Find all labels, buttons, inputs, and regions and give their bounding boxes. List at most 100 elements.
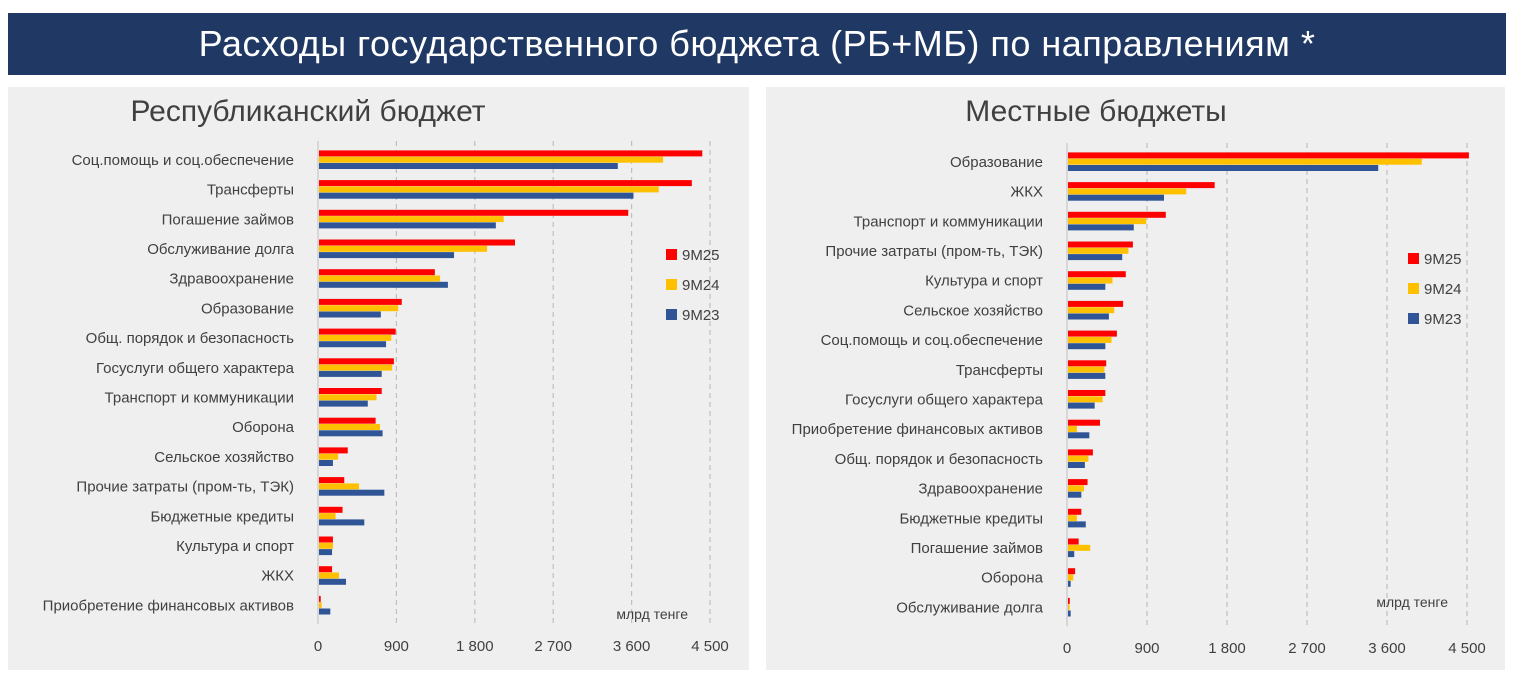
bar-9м25	[319, 477, 345, 484]
bar-9м25	[1068, 479, 1088, 486]
unit-label: млрд тенге	[1376, 594, 1448, 610]
bar-9м24	[319, 275, 441, 282]
bar-9м25	[319, 150, 703, 157]
x-tick-label: 2 700	[534, 638, 572, 655]
category-label: Общ. порядок и безопасность	[86, 330, 295, 347]
bar-9м25	[319, 328, 396, 335]
bar-9м25	[1068, 300, 1124, 307]
bar-9м25	[1068, 152, 1469, 159]
bar-9м23	[1068, 580, 1071, 587]
bar-9м23	[1068, 521, 1086, 528]
bar-9м24	[319, 513, 336, 520]
bar-9м24	[319, 483, 360, 490]
legend-label: 9М25	[1424, 251, 1462, 268]
bar-9м23	[319, 608, 331, 615]
bar-9м24	[1068, 515, 1077, 522]
bar-9м25	[319, 180, 692, 187]
bar-9м24	[319, 216, 504, 223]
local-budget-panel: Местные бюджеты 0 900 1 800 2 700 3 600 4 500…	[766, 87, 1505, 670]
bar-9м24	[319, 572, 340, 579]
bar-9м25	[319, 417, 376, 424]
bar-9м24	[1068, 336, 1112, 343]
category-label: Прочие затраты (пром-ть, ТЭК)	[825, 243, 1043, 260]
bar-9м24	[1068, 396, 1103, 403]
bar-9м23	[1068, 462, 1085, 468]
bar-9м23	[1068, 254, 1123, 261]
x-tick-label: 3 600	[1368, 640, 1406, 657]
category-label: Культура и спорт	[925, 273, 1043, 290]
bar-9м24	[1068, 574, 1074, 581]
bar-9м25	[319, 298, 402, 305]
category-label: Соц.помощь и соц.обеспечение	[821, 332, 1043, 349]
category-label: Бюджетные кредиты	[899, 510, 1043, 527]
bar-9м25	[1068, 419, 1100, 426]
bar-9м24	[1068, 158, 1422, 165]
bar-9м23	[1068, 313, 1109, 320]
bar-9м25	[319, 209, 629, 216]
page-title: Расходы государственного бюджета (РБ+МБ)…	[198, 23, 1316, 64]
bar-9м25	[1068, 568, 1076, 575]
category-label: Трансферты	[956, 362, 1043, 379]
x-tick-label: 0	[314, 638, 322, 655]
category-label: Госуслуги общего характера	[96, 360, 295, 377]
bar-9м24	[1068, 426, 1077, 432]
legend-label: 9М24	[1424, 281, 1462, 298]
bar-9м23	[319, 578, 347, 585]
bar-9м25	[319, 388, 382, 394]
bar-9м24	[319, 424, 380, 430]
bar-9м23	[1068, 402, 1095, 409]
local-budget-chart: 0 900 1 800 2 700 3 600 4 500 млрд тенге Образо…	[792, 143, 1486, 657]
category-label: Трансферты	[207, 182, 294, 199]
bar-9м25	[319, 358, 394, 365]
bar-9м25	[319, 239, 515, 246]
bar-9м23	[319, 489, 385, 496]
category-label: Образование	[950, 154, 1043, 171]
bar-9м25	[319, 269, 435, 276]
republican-budget-panel: Республиканский бюджет 0 900 1 800 2 700 3 6…	[8, 87, 749, 670]
bar-9м25	[1068, 360, 1107, 367]
bar-9м24	[1068, 247, 1129, 254]
chart-title: Республиканский бюджет	[130, 95, 486, 128]
bar-9м23	[1068, 610, 1071, 617]
x-tick-label: 4 500	[1448, 640, 1486, 657]
category-label: Приобретение финансовых активов	[43, 597, 294, 614]
bar-9м25	[1068, 597, 1070, 604]
bar-9м24	[319, 542, 333, 549]
bar-9м24	[1068, 277, 1113, 284]
category-label: Общ. порядок и безопасность	[835, 451, 1044, 468]
bar-9м25	[319, 566, 333, 573]
x-tick-label: 2 700	[1288, 640, 1326, 657]
legend-swatch	[1408, 283, 1419, 294]
category-label: Погашение займов	[162, 211, 294, 228]
legend-label: 9М23	[682, 307, 720, 324]
x-tick-label: 1 800	[1208, 640, 1246, 657]
bar-9м23	[319, 311, 381, 318]
bar-9м24	[319, 453, 339, 460]
bar-9м23	[1068, 491, 1082, 498]
category-label: Сельское хозяйство	[903, 302, 1043, 319]
bar-9м23	[319, 252, 455, 259]
category-label: Оборона	[232, 419, 295, 436]
x-tick-label: 3 600	[613, 638, 651, 655]
category-label: Здравоохранение	[169, 271, 294, 288]
category-label: Образование	[201, 300, 294, 317]
bar-9м23	[1068, 165, 1379, 171]
bar-9м23	[1068, 224, 1134, 231]
bar-9м23	[319, 163, 618, 169]
bar-9м24	[1068, 455, 1089, 462]
bar-9м25	[319, 447, 348, 454]
bar-9м24	[1068, 485, 1084, 492]
bar-9м24	[1068, 218, 1147, 225]
bar-9м23	[1068, 551, 1075, 558]
legend-swatch	[666, 309, 677, 320]
legend-label: 9М24	[682, 277, 720, 294]
bar-9м24	[319, 602, 322, 609]
bar-9м25	[1068, 449, 1093, 456]
bar-9м25	[319, 536, 333, 543]
bar-9м25	[319, 595, 321, 602]
bar-9м25	[1068, 211, 1166, 218]
bar-9м23	[319, 370, 382, 377]
category-label: Соц.помощь и соц.обеспечение	[72, 152, 294, 169]
bar-9м25	[1068, 241, 1133, 248]
